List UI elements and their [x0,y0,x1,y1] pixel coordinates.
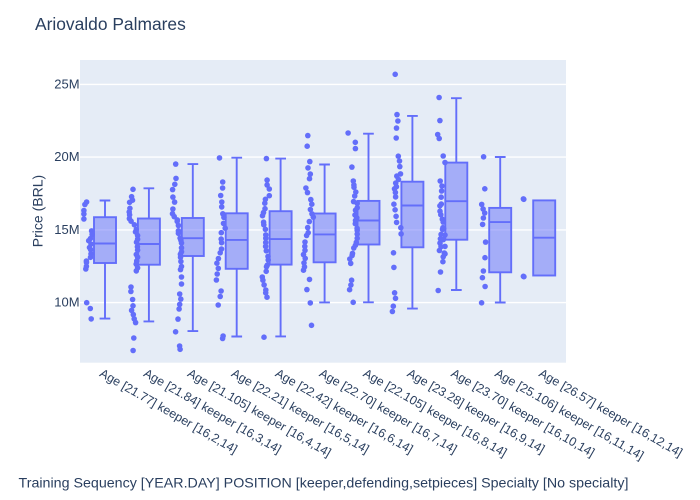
svg-text:10M: 10M [54,295,79,310]
svg-text:Price (BRL): Price (BRL) [30,175,46,247]
svg-text:20M: 20M [54,149,79,164]
svg-text:15M: 15M [54,222,79,237]
svg-text:Ariovaldo Palmares: Ariovaldo Palmares [35,14,186,34]
svg-text:Training Sequency [YEAR.DAY] P: Training Sequency [YEAR.DAY] POSITION [k… [19,476,629,492]
svg-text:25M: 25M [54,76,79,91]
